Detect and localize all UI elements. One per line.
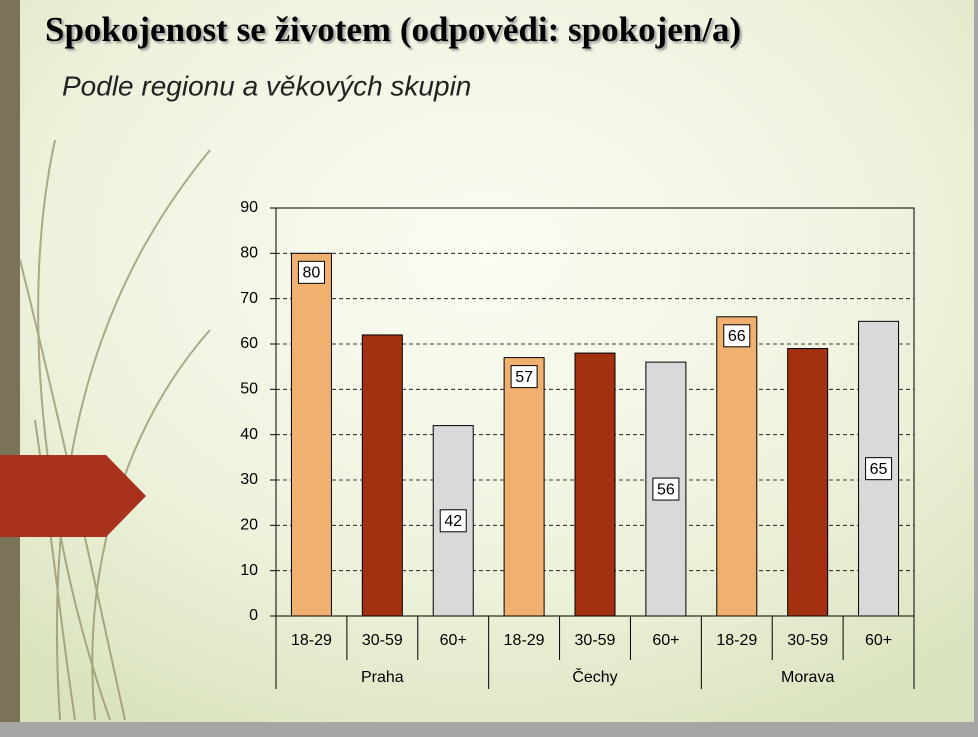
y-tick-label: 0 (249, 607, 258, 624)
y-tick-label: 80 (240, 245, 258, 262)
side-stripe (0, 0, 20, 722)
x-tick-label: 30-59 (787, 632, 828, 649)
x-tick-label: 60+ (440, 632, 467, 649)
bar (574, 352, 616, 617)
x-tick-label: 60+ (652, 632, 679, 649)
bar (290, 252, 332, 617)
chart-subtitle: Podle regionu a věkových skupin (62, 70, 471, 101)
data-label-box (723, 324, 751, 348)
data-label: 57 (515, 369, 533, 386)
group-label: Praha (361, 669, 404, 686)
data-label: 65 (870, 461, 888, 478)
x-tick-label: 30-59 (362, 632, 403, 649)
bar (716, 316, 758, 617)
y-tick-label: 40 (240, 426, 258, 443)
y-tick-label: 50 (240, 381, 258, 398)
y-tick-label: 90 (240, 199, 258, 216)
data-label-box (439, 509, 467, 533)
data-label-box (652, 477, 680, 501)
y-tick-label: 70 (240, 290, 258, 307)
data-label: 66 (728, 328, 746, 345)
y-tick-label: 20 (240, 517, 258, 534)
x-tick-label: 60+ (865, 632, 892, 649)
data-label: 42 (444, 513, 462, 530)
data-label: 56 (657, 481, 675, 498)
data-label-box (510, 365, 538, 389)
arrow-shape (0, 455, 146, 537)
data-label: 80 (303, 265, 321, 282)
data-label-box (865, 457, 893, 481)
x-tick-label: 30-59 (575, 632, 616, 649)
group-label: Morava (781, 669, 834, 686)
bar (787, 348, 829, 617)
y-tick-label: 60 (240, 335, 258, 352)
bar (361, 334, 403, 617)
group-label: Čechy (572, 667, 617, 686)
x-tick-label: 18-29 (504, 632, 545, 649)
data-label-box (297, 260, 325, 284)
x-tick-label: 18-29 (716, 632, 757, 649)
y-tick-label: 30 (240, 471, 258, 488)
bar (503, 357, 545, 617)
y-tick-label: 10 (240, 562, 258, 579)
chart-title: Spokojenost se životem (odpovědi: spokoj… (45, 10, 741, 49)
x-tick-label: 18-29 (291, 632, 332, 649)
